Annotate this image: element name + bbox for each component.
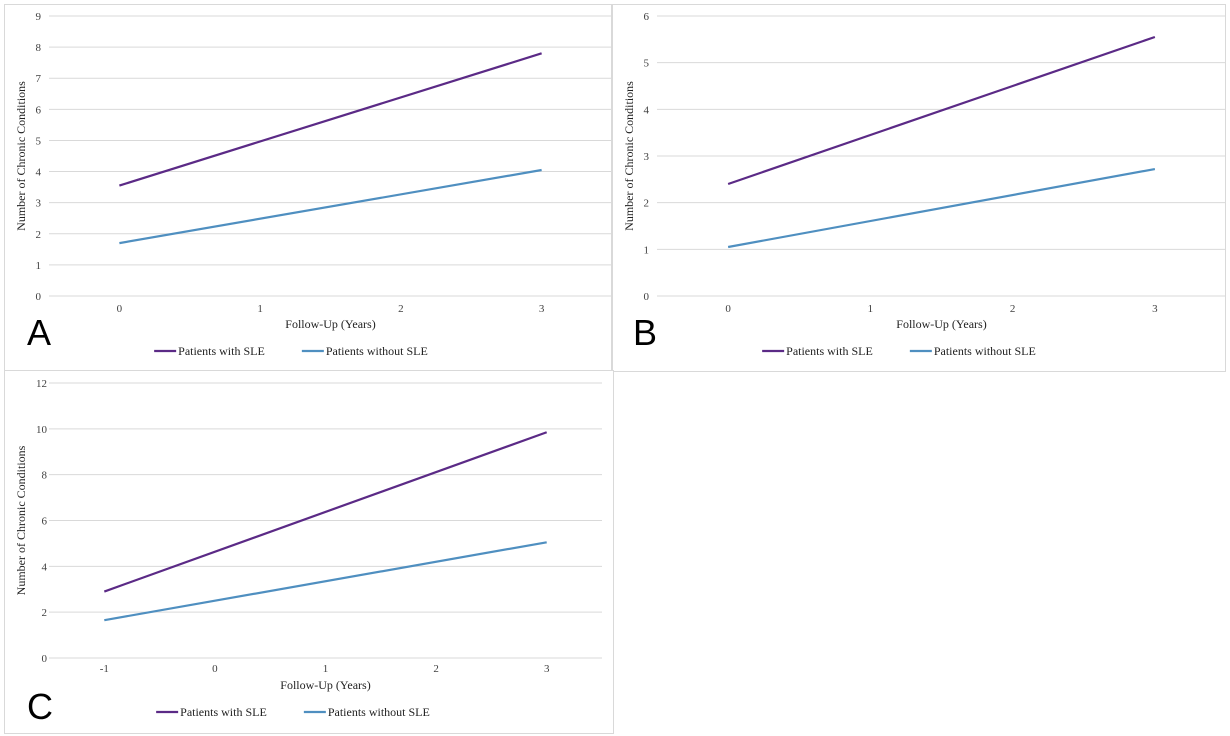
- y-tick-label: 2: [36, 229, 42, 241]
- y-tick-label: 12: [36, 378, 47, 390]
- chart-panel-a: 0 1 2 3 4 5 6 7 8 9 0 1 2 3 Follow-Up (Years) Number of…: [4, 4, 612, 372]
- panel-letter-a: A: [27, 312, 51, 353]
- x-tick-label: 1: [323, 663, 329, 675]
- y-tick-label: 1: [644, 244, 650, 256]
- x-tick-label: 3: [1152, 303, 1158, 315]
- y-tick-label: 7: [36, 73, 42, 85]
- y-tick-label: 0: [644, 291, 650, 303]
- legend-label: Patients without SLE: [934, 344, 1036, 358]
- x-axis-title: Follow-Up (Years): [896, 317, 986, 331]
- legend-label: Patients with SLE: [180, 705, 267, 719]
- y-tick-label: 8: [42, 470, 48, 482]
- x-tick-label: 0: [725, 303, 731, 315]
- y-axis-title: Number of Chronic Conditions: [14, 445, 28, 595]
- x-tick-label: 1: [868, 303, 874, 315]
- legend-label: Patients without SLE: [328, 705, 430, 719]
- series-line-sle: [119, 52, 542, 187]
- x-axis-title: Follow-Up (Years): [280, 678, 370, 692]
- legend-label: Patients with SLE: [786, 344, 873, 358]
- x-tick-label: 3: [544, 663, 550, 675]
- y-axis-title: Number of Chronic Conditions: [622, 81, 636, 231]
- y-tick-label: 5: [36, 135, 42, 147]
- x-tick-label: 0: [212, 663, 218, 675]
- x-tick-label: 3: [539, 303, 545, 315]
- x-tick-label: -1: [100, 663, 109, 675]
- panel-letter-b: B: [633, 312, 657, 353]
- x-axis-title: Follow-Up (Years): [285, 317, 375, 331]
- y-tick-label: 4: [644, 104, 650, 116]
- y-tick-label: 6: [644, 11, 650, 23]
- x-tick-label: 2: [433, 663, 439, 675]
- y-tick-label: 8: [36, 42, 42, 54]
- series-line-sle: [727, 35, 1156, 186]
- y-tick-label: 2: [42, 607, 48, 619]
- legend-label: Patients with SLE: [178, 344, 265, 358]
- y-tick-label: 10: [36, 424, 48, 436]
- series-line-sle: [103, 431, 548, 593]
- chart-b-svg: 0 1 2 3 4 5 6 0 1 2 3 Follow-Up (Years) Number of Ch…: [622, 11, 1226, 358]
- y-tick-label: 3: [36, 198, 42, 210]
- chart-panel-b: 0 1 2 3 4 5 6 0 1 2 3 Follow-Up (Years) Number of Ch…: [612, 4, 1226, 372]
- x-tick-label: 2: [1010, 303, 1016, 315]
- y-tick-label: 4: [36, 167, 42, 179]
- y-tick-label: 0: [36, 291, 42, 303]
- y-tick-label: 6: [42, 516, 48, 528]
- x-tick-label: 1: [257, 303, 263, 315]
- y-tick-label: 9: [36, 11, 42, 23]
- chart-panel-c: 0 2 4 6 8 10 12 -1 0 1 2 3 Follow-Up (Years) Number o…: [4, 370, 614, 734]
- y-tick-label: 0: [42, 653, 48, 665]
- y-tick-label: 3: [644, 151, 650, 163]
- y-tick-label: 4: [42, 561, 48, 573]
- y-tick-label: 2: [644, 198, 650, 210]
- panel-letter-c: C: [27, 686, 53, 727]
- series-line-non-sle: [727, 167, 1156, 249]
- legend-label: Patients without SLE: [326, 344, 428, 358]
- y-tick-label: 1: [36, 260, 42, 272]
- x-tick-label: 0: [117, 303, 123, 315]
- y-tick-label: 5: [644, 58, 650, 70]
- y-tick-label: 6: [36, 104, 42, 116]
- y-axis-title: Number of Chronic Conditions: [14, 81, 28, 231]
- chart-a-svg: 0 1 2 3 4 5 6 7 8 9 0 1 2 3 Follow-Up (Years) Number of…: [14, 11, 612, 358]
- x-tick-label: 2: [398, 303, 404, 315]
- series-line-non-sle: [119, 168, 542, 245]
- series-line-non-sle: [104, 541, 547, 622]
